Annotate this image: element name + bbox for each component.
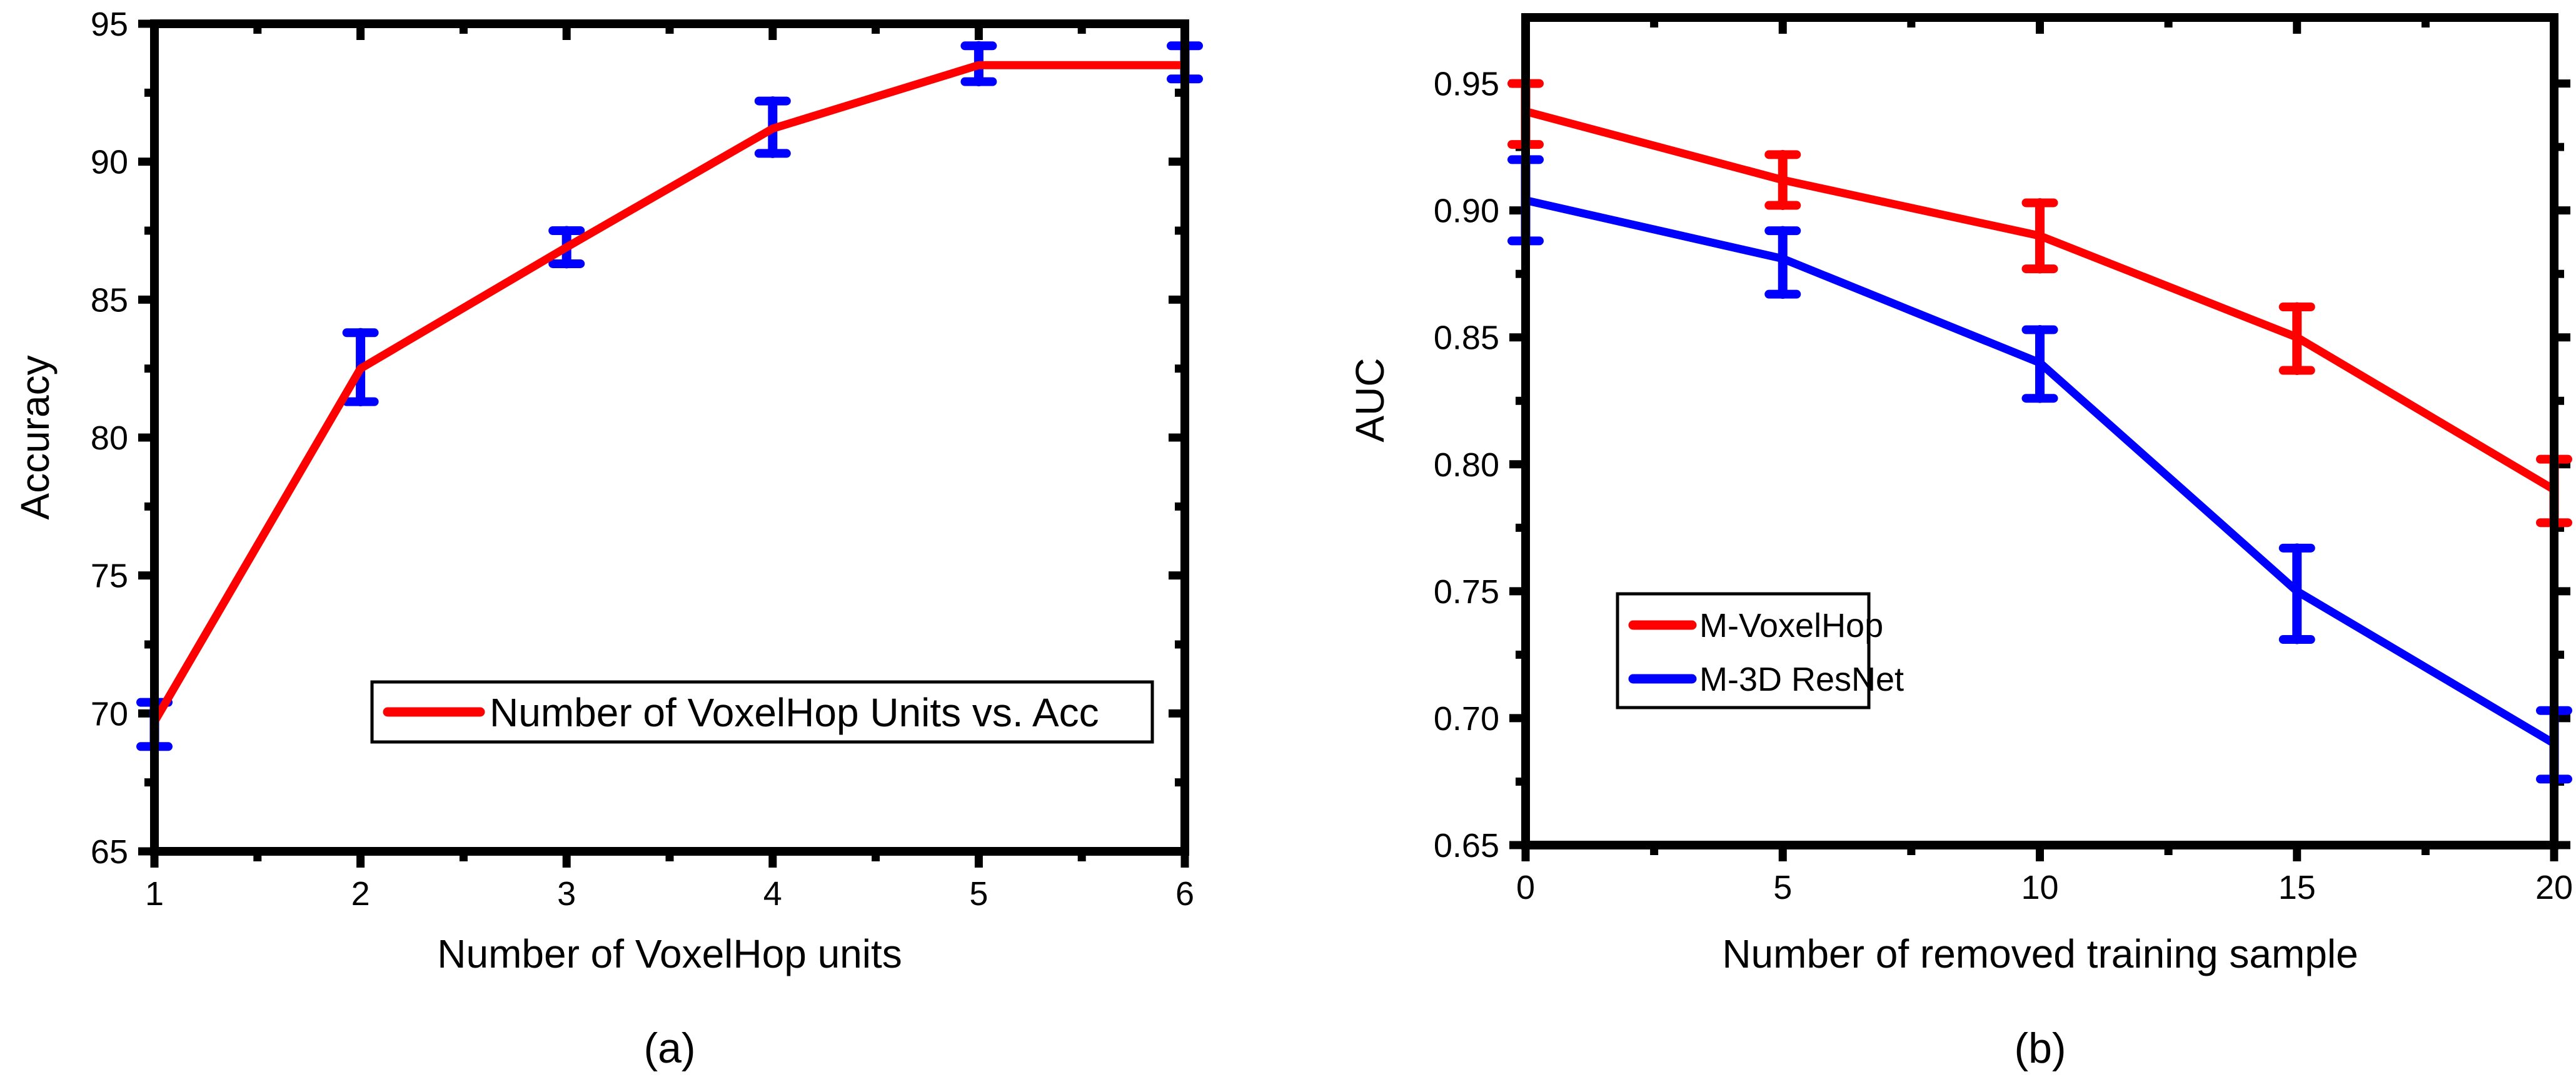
panel-b-legend: M-VoxelHop M-3D ResNet bbox=[1616, 592, 1904, 709]
y-tick-label: 0.75 bbox=[1434, 573, 1499, 611]
panel-b-legend-label-resnet: M-3D ResNet bbox=[1699, 661, 1904, 698]
y-tick-label: 95 bbox=[91, 6, 128, 43]
y-tick-label: 0.80 bbox=[1434, 446, 1499, 484]
x-tick-label: 1 bbox=[145, 875, 164, 913]
x-tick-label: 20 bbox=[2535, 869, 2573, 906]
panel-a-legend-label: Number of VoxelHop Units vs. Acc bbox=[490, 690, 1099, 735]
panel-b-y-axis-title: AUC bbox=[1347, 358, 1392, 442]
y-tick-label: 0.90 bbox=[1434, 193, 1499, 230]
x-tick-label: 15 bbox=[2278, 869, 2316, 906]
y-tick-label: 80 bbox=[91, 419, 128, 457]
panel-a-plot: 1 2 3 4 5 6 65 70 75 80 85 90 95 bbox=[91, 6, 1203, 913]
series-line bbox=[150, 61, 1189, 726]
y-tick-label: 65 bbox=[91, 833, 128, 871]
panel-a-frame bbox=[150, 19, 1189, 856]
y-tick-label: 70 bbox=[91, 695, 128, 733]
x-tick-label: 6 bbox=[1175, 875, 1194, 913]
panel-b-legend-label-voxelhop: M-VoxelHop bbox=[1699, 607, 1883, 644]
panel-b-plot: 0 5 10 15 20 0.95 0.90 0.85 0.80 0.75 0.70 0.65 bbox=[1434, 18, 2573, 906]
panel-b-caption: (b) bbox=[2014, 1024, 2066, 1072]
x-tick-label: 10 bbox=[2021, 869, 2058, 906]
x-tick-label: 5 bbox=[1773, 869, 1792, 906]
panel-a-legend: Number of VoxelHop Units vs. Acc bbox=[370, 680, 1154, 744]
y-tick-label: 0.65 bbox=[1434, 827, 1499, 864]
y-tick-label: 85 bbox=[91, 281, 128, 319]
y-tick-label: 0.70 bbox=[1434, 700, 1499, 738]
panel-a-y-axis-title: Accuracy bbox=[13, 355, 58, 519]
y-tick-label: 0.95 bbox=[1434, 66, 1499, 103]
y-tick-label: 0.85 bbox=[1434, 319, 1499, 357]
panel-b-legend-box bbox=[1616, 592, 1871, 709]
x-tick-label: 3 bbox=[557, 875, 576, 913]
x-tick-label: 5 bbox=[969, 875, 988, 913]
panel-b-x-axis-title: Number of removed training sample bbox=[1722, 931, 2358, 976]
series-line bbox=[1521, 107, 2558, 494]
panel-b: 0 5 10 15 20 0.95 0.90 0.85 0.80 0.75 0.70 0.65 AUC… bbox=[1347, 13, 2573, 1072]
panel-b-frame bbox=[1521, 13, 2558, 849]
y-tick-label: 90 bbox=[91, 144, 128, 181]
panel-a-caption: (a) bbox=[643, 1024, 695, 1072]
panel-a: 1 2 3 4 5 6 65 70 75 80 85 90 95 Accuracy Number of … bbox=[13, 6, 1203, 1072]
x-tick-label: 0 bbox=[1516, 869, 1535, 906]
x-tick-label: 2 bbox=[351, 875, 370, 913]
panel-a-x-axis-title: Number of VoxelHop units bbox=[437, 931, 902, 976]
panel-a-legend-box bbox=[370, 680, 1154, 744]
y-tick-label: 75 bbox=[91, 558, 128, 595]
x-tick-label: 4 bbox=[763, 875, 782, 913]
